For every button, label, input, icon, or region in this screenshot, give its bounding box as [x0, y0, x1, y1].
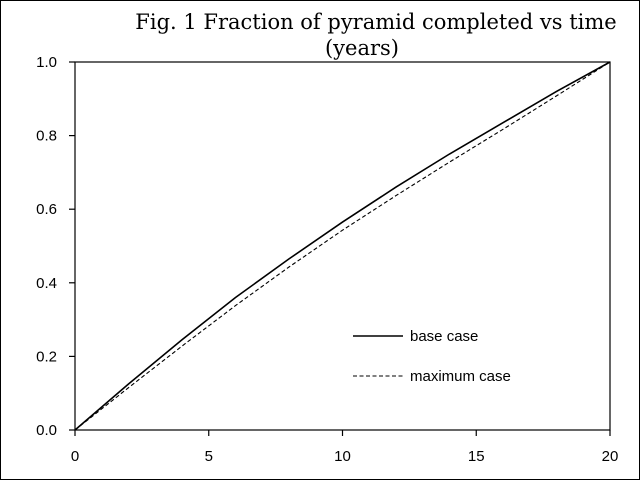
y-tick-label: 0.4 — [36, 275, 57, 292]
legend-label: base case — [410, 328, 478, 345]
series-group — [74, 61, 611, 431]
y-tick-label: 1.0 — [36, 54, 57, 71]
y-tick-label: 0.6 — [36, 201, 57, 218]
y-axis: 0.0 0.2 0.4 0.6 0.8 1.0 — [36, 54, 75, 439]
y-tick-label: 0.0 — [36, 422, 57, 439]
chart-title-line-2: (years) — [325, 36, 399, 60]
x-tick-label: 5 — [205, 448, 213, 465]
x-axis: 0 5 10 15 20 — [71, 430, 619, 465]
y-tick-label: 0.2 — [36, 348, 57, 365]
plot-area — [74, 61, 611, 431]
chart-title: Fig. 1 Fraction of pyramid completed vs … — [135, 10, 616, 60]
chart-title-line-1: Fig. 1 Fraction of pyramid completed vs … — [135, 10, 616, 34]
x-tick-label: 20 — [602, 448, 619, 465]
x-tick-label: 15 — [468, 448, 485, 465]
series-line-base-case — [74, 61, 611, 431]
x-tick-label: 10 — [334, 448, 351, 465]
x-tick-label: 0 — [71, 448, 79, 465]
legend-label: maximum case — [410, 368, 511, 385]
legend: base case maximum case — [353, 328, 511, 385]
y-tick-label: 0.8 — [36, 128, 57, 145]
series-line-maximum-case — [74, 61, 611, 431]
